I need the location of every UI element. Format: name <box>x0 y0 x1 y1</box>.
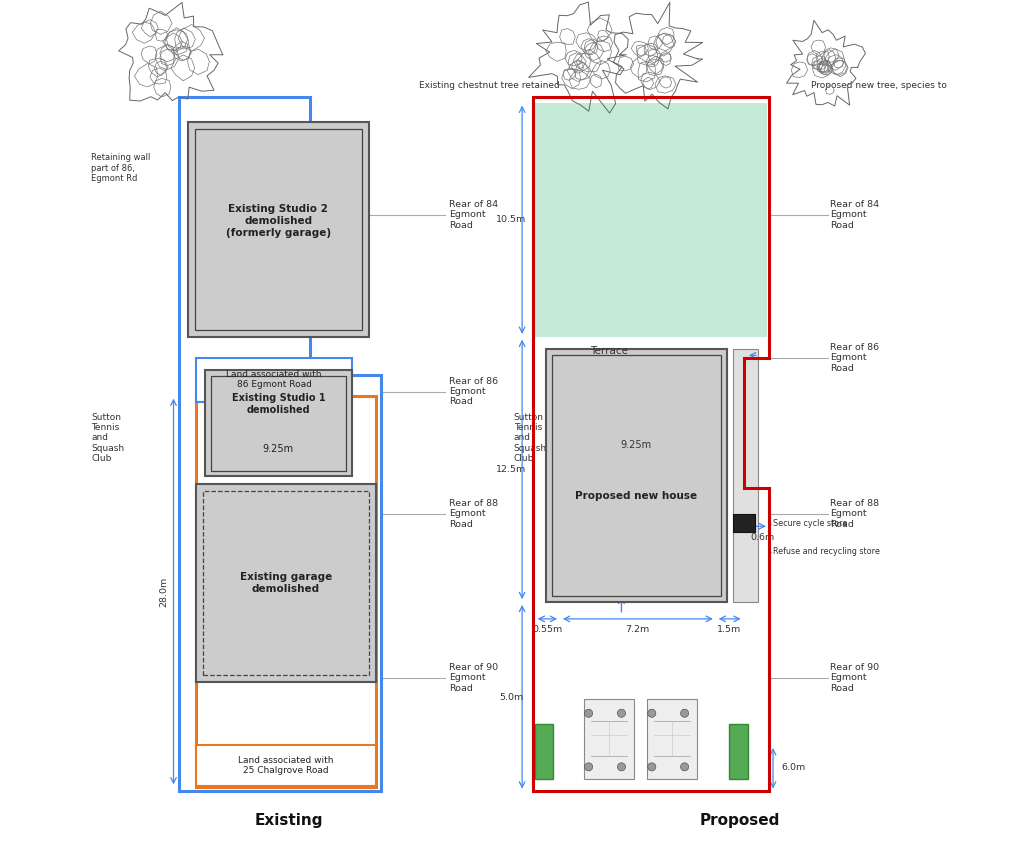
Text: Secure cycle store: Secure cycle store <box>773 520 848 528</box>
Text: 0.55m: 0.55m <box>532 626 562 634</box>
Text: Retaining wall
part of 86,
Egmont Rd: Retaining wall part of 86, Egmont Rd <box>91 153 151 184</box>
Circle shape <box>681 709 689 717</box>
Circle shape <box>617 709 626 717</box>
Bar <box>546 349 727 602</box>
Text: Sutton
Tennis
and
Squash
Club: Sutton Tennis and Squash Club <box>91 413 124 463</box>
Text: Existing Studio 2
demolished
(formerly garage): Existing Studio 2 demolished (formerly g… <box>225 205 331 237</box>
Text: Land associated with
86 Egmont Road: Land associated with 86 Egmont Road <box>226 370 322 390</box>
Bar <box>197 484 376 682</box>
Text: Proposed new house: Proposed new house <box>575 491 697 501</box>
Text: 5.0m: 5.0m <box>499 693 523 701</box>
Text: Sutton
Tennis
and
Squash
Club: Sutton Tennis and Squash Club <box>514 413 547 463</box>
Text: Land associated with
25 Chalgrove Road: Land associated with 25 Chalgrove Road <box>239 755 334 775</box>
Text: Rear of 84
Egmont
Road: Rear of 84 Egmont Road <box>830 200 880 230</box>
Text: 6.0m: 6.0m <box>781 764 806 772</box>
Bar <box>197 358 352 402</box>
Bar <box>195 129 362 330</box>
Text: Rear of 86
Egmont
Road: Rear of 86 Egmont Road <box>830 343 880 373</box>
Text: Proposed: Proposed <box>699 813 779 829</box>
Bar <box>205 370 352 476</box>
Text: Existing Studio 1
demolished: Existing Studio 1 demolished <box>231 393 326 415</box>
Text: Rear of 90
Egmont
Road: Rear of 90 Egmont Road <box>830 663 880 693</box>
Text: 9.25m: 9.25m <box>625 474 655 482</box>
Bar <box>197 745 376 786</box>
Text: Rear of 84
Egmont
Road: Rear of 84 Egmont Road <box>449 200 498 230</box>
Text: Rear of 88
Egmont
Road: Rear of 88 Egmont Road <box>830 498 880 529</box>
Text: 0.6m: 0.6m <box>751 533 774 541</box>
Text: Existing: Existing <box>255 813 324 829</box>
Text: Rear of 88
Egmont
Road: Rear of 88 Egmont Road <box>449 498 498 529</box>
Bar <box>197 396 376 787</box>
Bar <box>732 349 758 602</box>
Bar <box>552 355 721 596</box>
Circle shape <box>681 763 689 771</box>
Text: 28.0m: 28.0m <box>159 577 168 607</box>
Bar <box>733 514 756 532</box>
Text: Proposed new tree, species to: Proposed new tree, species to <box>811 82 947 90</box>
Circle shape <box>585 763 593 771</box>
Text: Existing chestnut tree retained: Existing chestnut tree retained <box>420 82 560 90</box>
Text: Terrace: Terrace <box>590 346 628 356</box>
Text: 1.5m: 1.5m <box>717 626 741 634</box>
Text: Rear of 86
Egmont
Road: Rear of 86 Egmont Road <box>449 376 498 407</box>
Circle shape <box>617 763 626 771</box>
Bar <box>729 724 748 779</box>
Circle shape <box>585 709 593 717</box>
Bar <box>647 699 697 779</box>
Bar <box>535 103 767 337</box>
Text: 7.2m: 7.2m <box>626 626 649 634</box>
Bar <box>187 122 369 337</box>
Bar <box>584 699 634 779</box>
Text: Rear of 90
Egmont
Road: Rear of 90 Egmont Road <box>449 663 498 693</box>
Circle shape <box>648 763 655 771</box>
Text: 9.25m: 9.25m <box>621 440 651 450</box>
Bar <box>203 491 369 675</box>
Text: 10.5m: 10.5m <box>496 216 526 224</box>
Text: Refuse and recycling store: Refuse and recycling store <box>773 547 880 556</box>
Text: 12.5m: 12.5m <box>496 466 526 474</box>
Bar <box>535 724 553 779</box>
Circle shape <box>648 709 655 717</box>
Bar <box>211 376 346 471</box>
Text: Existing garage
demolished: Existing garage demolished <box>240 573 332 594</box>
Text: 9.25m: 9.25m <box>263 445 294 455</box>
